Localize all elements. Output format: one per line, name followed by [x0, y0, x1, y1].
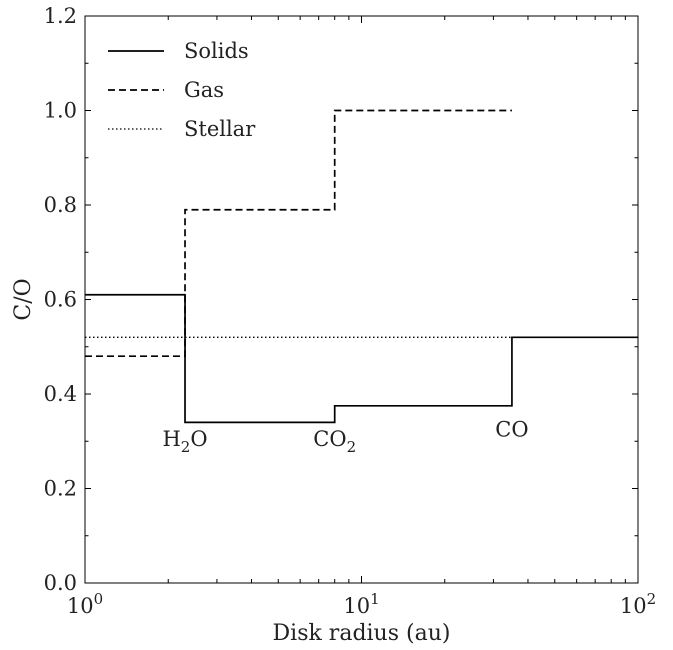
legend: Solids Gas Stellar [108, 39, 256, 141]
legend-label-solids: Solids [184, 39, 249, 63]
series-line-solids [85, 293, 638, 424]
tick-layer: 0.0 0.2 0.4 0.6 0.8 1.0 1.2 100 101 102 [44, 4, 657, 618]
x-tick-label: 102 [620, 590, 656, 618]
legend-label-gas: Gas [184, 78, 224, 102]
y-tick-label: 0.2 [44, 477, 77, 501]
plot-frame [84, 15, 639, 584]
series-line-gas [85, 109, 512, 358]
legend-label-stellar: Stellar [184, 117, 256, 141]
x-tick-label: 101 [343, 590, 379, 618]
x-tick-label: 100 [67, 590, 103, 618]
y-axis-label: C/O [11, 278, 36, 320]
y-tick-label: 0.6 [44, 288, 77, 312]
annotation-layer: H2O CO2 CO [162, 418, 528, 456]
series-layer [85, 109, 638, 424]
y-tick-label: 1.2 [44, 4, 77, 28]
phase-annotation: CO2 [313, 427, 356, 456]
x-axis-label: Disk radius (au) [273, 621, 451, 646]
phase-annotation: CO [495, 418, 528, 442]
phase-annotation: H2O [162, 427, 207, 456]
y-tick-label: 1.0 [44, 99, 77, 123]
y-tick-label: 0.0 [44, 571, 77, 595]
y-tick-label: 0.8 [44, 193, 77, 217]
y-tick-label: 0.4 [44, 382, 77, 406]
